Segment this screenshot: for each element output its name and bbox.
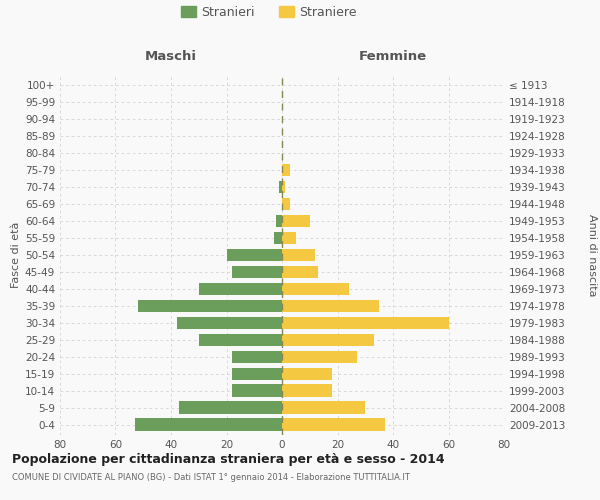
- Text: Anni di nascita: Anni di nascita: [587, 214, 597, 296]
- Bar: [227, 248, 282, 262]
- Bar: [138, 300, 282, 312]
- Bar: [176, 316, 282, 330]
- Bar: [282, 300, 379, 312]
- Text: Popolazione per cittadinanza straniera per età e sesso - 2014: Popolazione per cittadinanza straniera p…: [12, 452, 445, 466]
- Bar: [199, 282, 282, 296]
- Bar: [279, 180, 282, 194]
- Bar: [282, 164, 290, 176]
- Bar: [232, 266, 282, 278]
- Bar: [135, 418, 282, 431]
- Bar: [282, 232, 296, 244]
- Text: Femmine: Femmine: [359, 50, 427, 62]
- Bar: [282, 418, 385, 431]
- Bar: [232, 384, 282, 397]
- Bar: [179, 402, 282, 414]
- Bar: [282, 266, 318, 278]
- Text: Maschi: Maschi: [145, 50, 197, 62]
- Bar: [282, 248, 316, 262]
- Bar: [282, 350, 357, 364]
- Legend: Stranieri, Straniere: Stranieri, Straniere: [177, 2, 361, 22]
- Y-axis label: Fasce di età: Fasce di età: [11, 222, 21, 288]
- Bar: [277, 214, 282, 228]
- Bar: [282, 180, 285, 194]
- Bar: [199, 334, 282, 346]
- Bar: [282, 214, 310, 228]
- Bar: [282, 334, 374, 346]
- Bar: [282, 368, 332, 380]
- Bar: [282, 198, 290, 210]
- Bar: [282, 384, 332, 397]
- Bar: [232, 350, 282, 364]
- Text: COMUNE DI CIVIDATE AL PIANO (BG) - Dati ISTAT 1° gennaio 2014 - Elaborazione TUT: COMUNE DI CIVIDATE AL PIANO (BG) - Dati …: [12, 472, 410, 482]
- Bar: [232, 368, 282, 380]
- Bar: [274, 232, 282, 244]
- Bar: [282, 402, 365, 414]
- Bar: [282, 316, 449, 330]
- Bar: [282, 282, 349, 296]
